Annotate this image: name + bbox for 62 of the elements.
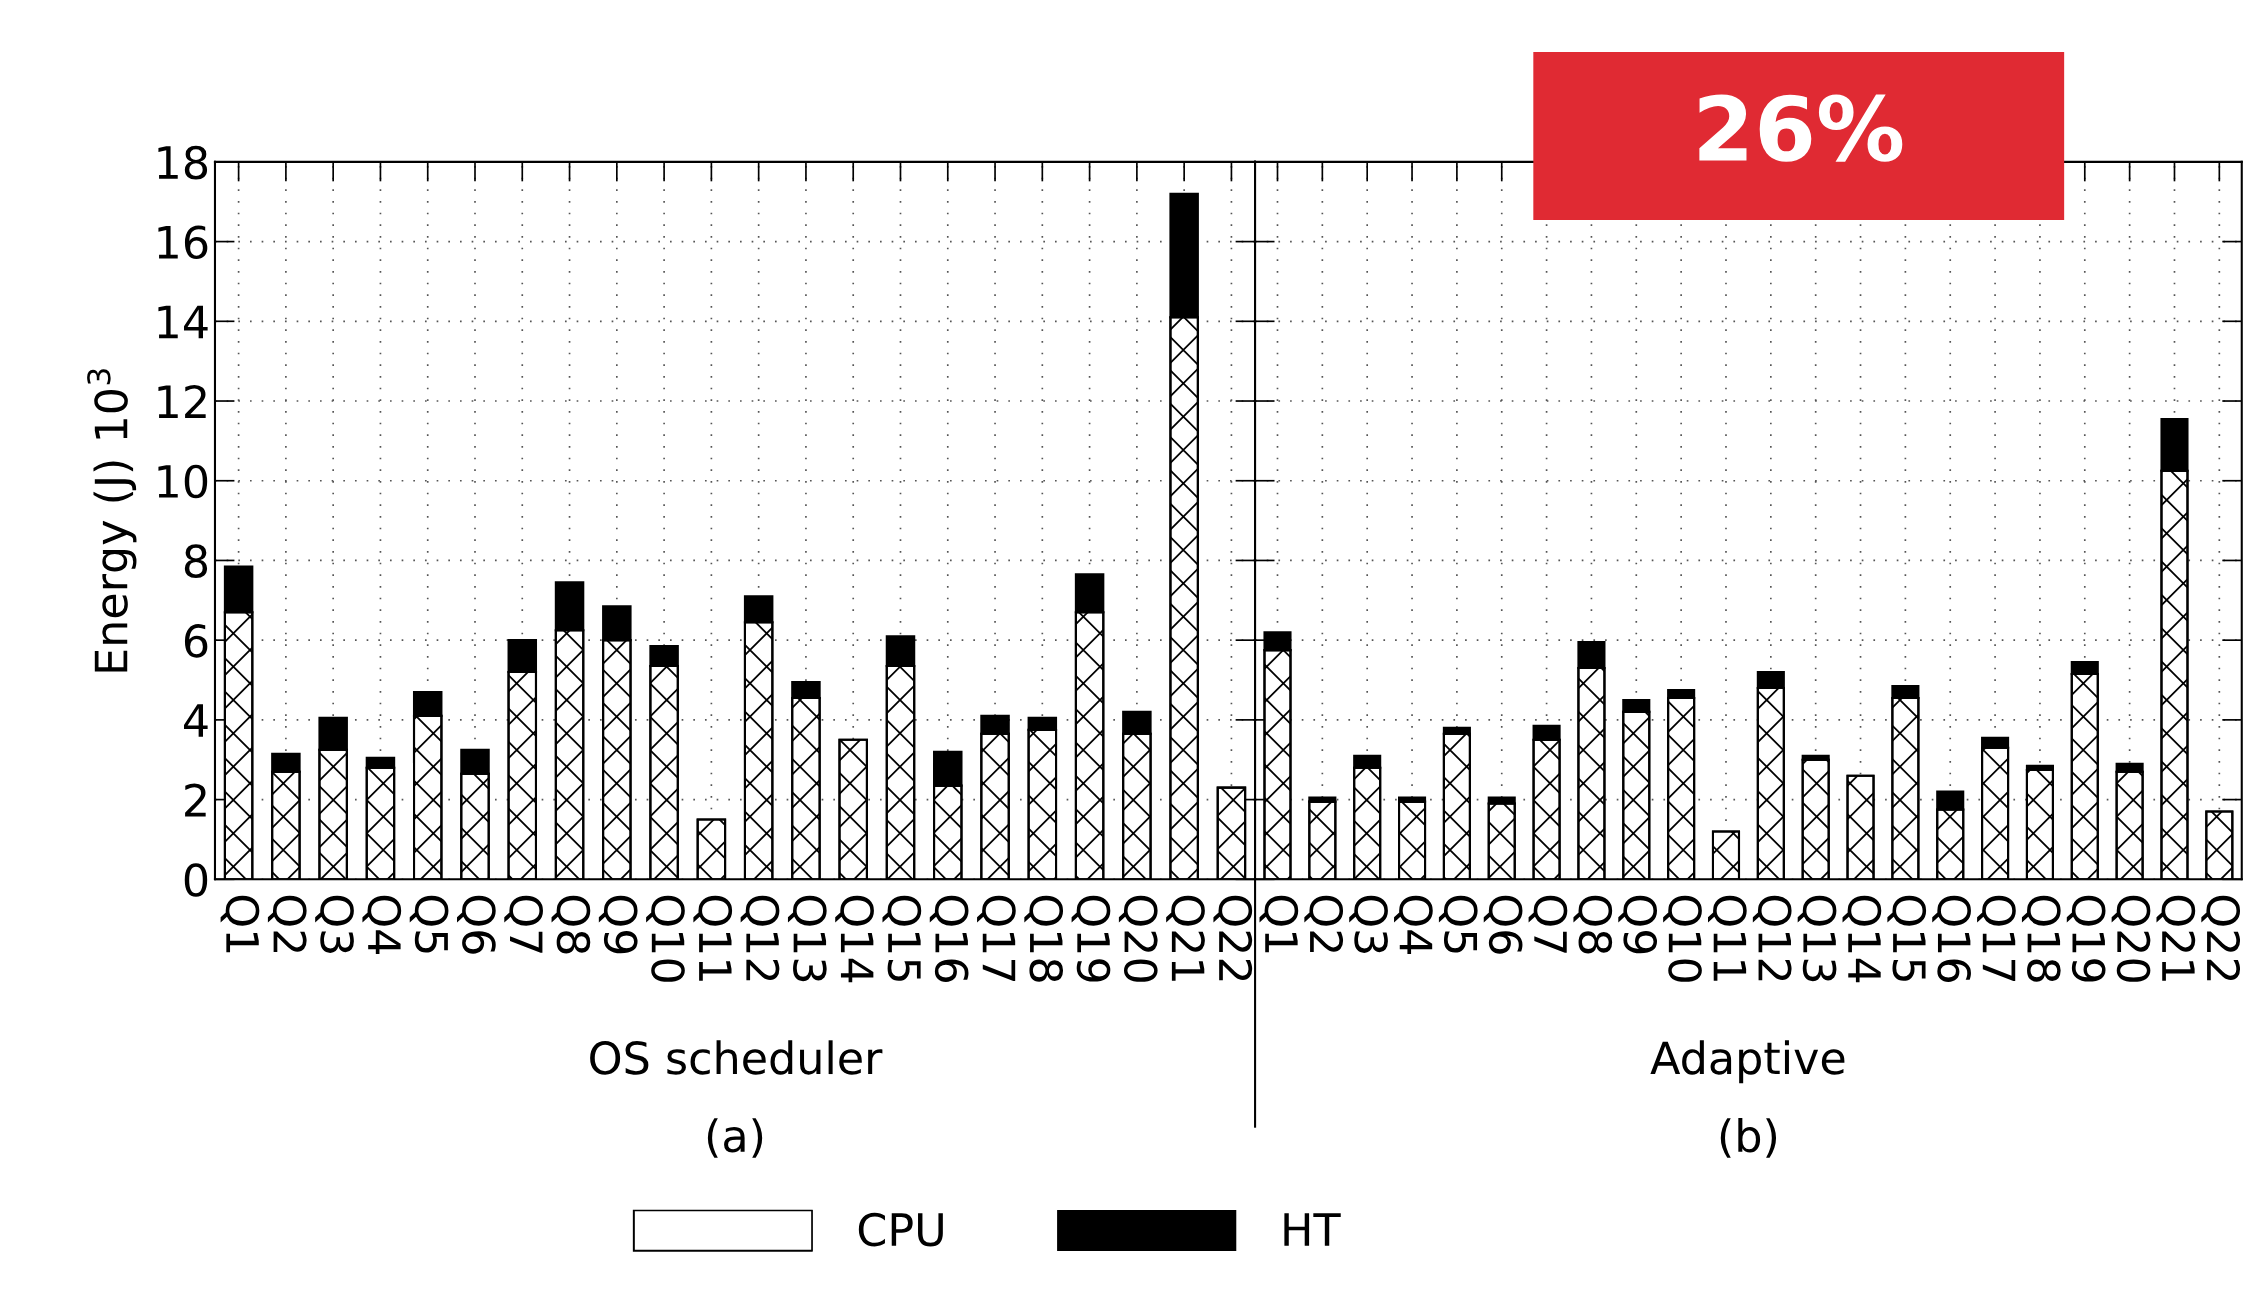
y-tick-label: 10	[158, 464, 208, 499]
y-tick-label: 16	[158, 225, 208, 260]
x-tick-label: Q12	[1752, 895, 1792, 981]
x-tick-label: Q19	[2066, 895, 2106, 982]
y-tick-label: 12	[158, 384, 206, 418]
x-tick-label: Q11	[693, 895, 733, 981]
y-tick-label: 6	[184, 624, 208, 658]
x-tick-label: Q17	[977, 895, 1016, 981]
x-tick-label: Q12	[740, 895, 780, 981]
x-tick-label: Q6	[457, 895, 496, 954]
x-tick-label: Q17	[1977, 895, 2016, 981]
x-tick-label: Q7	[504, 895, 543, 953]
x-tick-label: Q3	[315, 895, 354, 953]
x-tick-label: Q14	[835, 895, 874, 983]
x-tick-label: Q8	[551, 895, 591, 954]
x-axis-title: OS scheduler	[590, 1040, 883, 1075]
x-tick-label: Q21	[2156, 895, 2196, 981]
y-tick-label: 14	[158, 305, 208, 339]
x-tick-label: Q20	[1118, 895, 1158, 982]
x-tick-label: Q21	[1166, 895, 1205, 981]
x-tick-label: Q8	[1573, 895, 1613, 954]
text: (b)	[1720, 1118, 1777, 1158]
x-tick-label: Q11	[1707, 895, 1747, 981]
x-tick-label: Q18	[1024, 895, 1064, 982]
y-tick-label: 18	[158, 145, 208, 180]
text: 26%	[1699, 94, 1903, 162]
y-axis-title: Energy (J) 10$^{3}$	[87, 369, 137, 672]
x-tick-label: Q22	[2201, 895, 2241, 981]
x-tick-label: Q2	[267, 895, 307, 952]
y-tick-label: 2	[185, 783, 206, 817]
x-tick-label: Q18	[2021, 895, 2061, 982]
x-tick-label: Q3	[1349, 895, 1388, 953]
x-tick-label: Q13	[1797, 895, 1837, 982]
x-tick-label: Q16	[929, 895, 969, 982]
text: (a)	[707, 1118, 763, 1158]
y-tick-label: 8	[184, 544, 208, 578]
x-tick-label: Q1	[1259, 895, 1299, 953]
x-tick-label: Q9	[1618, 895, 1658, 954]
x-tick-label: Q14	[1842, 895, 1882, 983]
x-tick-label: Q19	[1071, 895, 1111, 982]
y-tick-label: 4	[184, 704, 208, 737]
legend-label: CPU	[858, 1212, 943, 1247]
x-tick-label: Q9	[598, 895, 638, 954]
x-tick-label: Q5	[1438, 895, 1478, 953]
x-tick-label: Q15	[1887, 895, 1927, 981]
legend-label: HT	[1284, 1213, 1341, 1246]
x-tick-label: Q22	[1213, 895, 1253, 981]
x-tick-label: Q13	[787, 895, 827, 982]
x-tick-label: Q20	[2111, 895, 2151, 982]
x-tick-label: Q4	[1394, 895, 1433, 954]
y-tick-label: 0	[184, 863, 208, 897]
x-tick-label: Q4	[362, 895, 402, 954]
x-tick-label: Q16	[1932, 895, 1971, 982]
x-tick-label: Q6	[1483, 895, 1523, 954]
x-tick-label: Q1	[220, 895, 260, 953]
x-tick-label: Q5	[409, 895, 449, 953]
x-tick-label: Q15	[882, 895, 922, 981]
x-tick-label: Q2	[1304, 895, 1344, 952]
x-tick-label: Q10	[646, 895, 685, 982]
x-axis-title: Adaptive	[1650, 1040, 1845, 1084]
x-tick-label: Q10	[1663, 895, 1702, 982]
x-tick-label: Q7	[1528, 895, 1568, 953]
